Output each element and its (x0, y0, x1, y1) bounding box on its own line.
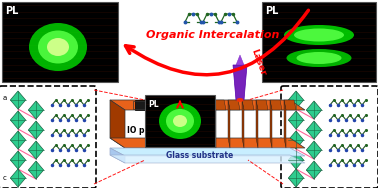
Polygon shape (256, 100, 268, 110)
Polygon shape (306, 101, 322, 119)
Polygon shape (10, 111, 26, 129)
Polygon shape (306, 141, 322, 159)
FancyBboxPatch shape (262, 2, 376, 82)
Polygon shape (10, 151, 26, 169)
Polygon shape (284, 100, 296, 110)
Ellipse shape (29, 23, 87, 71)
Polygon shape (284, 100, 286, 148)
Text: IO perovskite: IO perovskite (127, 126, 185, 135)
Polygon shape (200, 100, 212, 110)
Polygon shape (306, 121, 322, 139)
Ellipse shape (173, 115, 187, 127)
Polygon shape (242, 100, 254, 110)
Polygon shape (110, 148, 305, 156)
Ellipse shape (237, 98, 243, 102)
Polygon shape (110, 148, 125, 163)
Ellipse shape (294, 29, 344, 42)
Polygon shape (233, 65, 247, 100)
Polygon shape (28, 161, 43, 179)
Polygon shape (236, 55, 244, 65)
Ellipse shape (166, 109, 194, 133)
Polygon shape (228, 100, 240, 110)
Polygon shape (10, 169, 26, 187)
Polygon shape (214, 100, 216, 148)
Text: Organic Intercalation: Organic Intercalation (146, 30, 280, 40)
Polygon shape (28, 121, 43, 139)
Polygon shape (214, 100, 226, 110)
Ellipse shape (38, 30, 78, 64)
Polygon shape (288, 91, 304, 109)
Text: PL: PL (5, 6, 19, 16)
Polygon shape (110, 100, 305, 110)
Polygon shape (256, 100, 258, 148)
Text: PL: PL (265, 6, 278, 16)
Polygon shape (288, 111, 304, 129)
Text: Glass substrate: Glass substrate (166, 151, 234, 160)
Polygon shape (270, 100, 272, 148)
Text: a: a (3, 95, 7, 101)
Polygon shape (110, 100, 125, 148)
Polygon shape (200, 100, 202, 148)
Ellipse shape (287, 49, 352, 67)
FancyBboxPatch shape (281, 86, 378, 188)
Text: PL: PL (148, 100, 159, 109)
Polygon shape (110, 155, 305, 163)
Text: Laser: Laser (249, 48, 267, 77)
FancyBboxPatch shape (145, 95, 215, 147)
Polygon shape (306, 161, 322, 179)
Text: c: c (3, 175, 7, 181)
Polygon shape (288, 131, 304, 149)
FancyBboxPatch shape (2, 2, 118, 82)
Ellipse shape (284, 25, 354, 45)
Ellipse shape (47, 38, 69, 56)
Polygon shape (110, 138, 305, 148)
Polygon shape (288, 151, 304, 169)
Polygon shape (10, 131, 26, 149)
Ellipse shape (296, 52, 341, 64)
Polygon shape (10, 91, 26, 109)
Polygon shape (270, 100, 282, 110)
Polygon shape (28, 141, 43, 159)
Polygon shape (288, 169, 304, 187)
Polygon shape (135, 100, 190, 110)
FancyArrowPatch shape (125, 10, 308, 75)
Polygon shape (28, 101, 43, 119)
Polygon shape (242, 100, 244, 148)
FancyBboxPatch shape (0, 86, 96, 188)
Ellipse shape (159, 103, 201, 139)
Polygon shape (228, 100, 230, 148)
